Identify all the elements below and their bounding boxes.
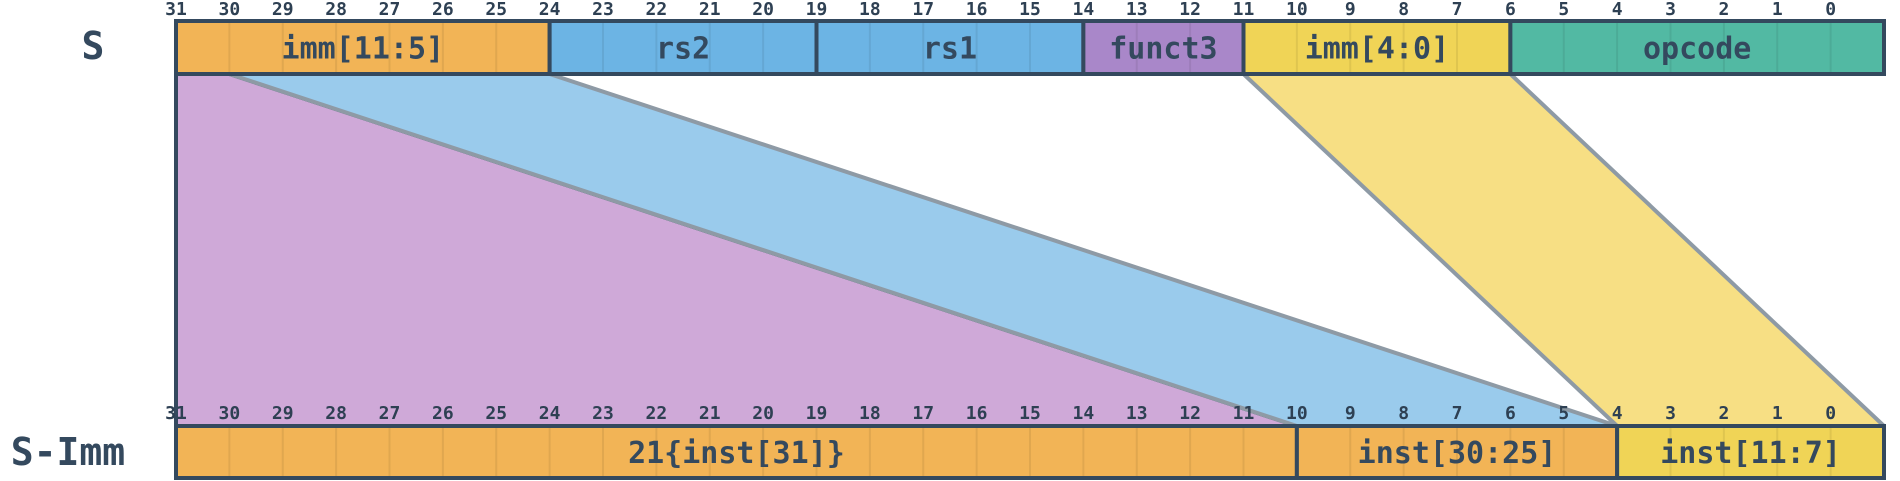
field-label-rs2: rs2 [656, 32, 710, 67]
field-rs1 [816, 21, 1084, 74]
bit-number-6: 6 [1505, 403, 1516, 424]
bit-number-29: 29 [272, 0, 294, 20]
bit-number-7: 7 [1452, 0, 1463, 20]
bit-number-19: 19 [806, 403, 828, 424]
bit-number-2: 2 [1718, 403, 1729, 424]
bit-number-30: 30 [219, 403, 241, 424]
field-inst-11-7 [1617, 426, 1884, 478]
row-label-s-imm: S-Imm [11, 430, 125, 474]
bit-number-4: 4 [1612, 403, 1623, 424]
bit-number-18: 18 [859, 403, 881, 424]
bit-number-6: 6 [1505, 0, 1516, 20]
bit-number-3: 3 [1665, 403, 1676, 424]
field-funct3 [1083, 21, 1244, 74]
bit-number-31: 31 [165, 403, 187, 424]
field-border [1508, 19, 1886, 76]
bit-number-2: 2 [1718, 0, 1729, 20]
bit-number-9: 9 [1345, 0, 1356, 20]
bit-number-18: 18 [859, 0, 881, 20]
field-label-opcode: opcode [1643, 32, 1751, 67]
bit-number-28: 28 [325, 403, 347, 424]
field-imm-4-0 [1243, 21, 1511, 74]
bit-number-27: 27 [379, 0, 401, 20]
field-border [1615, 424, 1886, 480]
bit-number-21: 21 [699, 403, 721, 424]
bit-number-15: 15 [1019, 403, 1041, 424]
bit-number-10: 10 [1286, 403, 1308, 424]
bit-number-7: 7 [1452, 403, 1463, 424]
bit-number-20: 20 [752, 403, 774, 424]
bit-number-17: 17 [912, 403, 934, 424]
bit-number-19: 19 [806, 0, 828, 20]
field-label-funct3: funct3 [1109, 32, 1217, 67]
bit-number-17: 17 [912, 0, 934, 20]
field-rs2 [549, 21, 817, 74]
bit-number-27: 27 [379, 403, 401, 424]
bit-number-12: 12 [1179, 0, 1201, 20]
bit-number-13: 13 [1126, 403, 1148, 424]
imm-11-5-band-right-edge [548, 72, 1618, 428]
bit-number-26: 26 [432, 0, 454, 20]
imm-4-0-band-left-edge [1242, 72, 1619, 428]
bit-number-9: 9 [1345, 403, 1356, 424]
sign-extension-band [176, 74, 1297, 426]
bit-number-14: 14 [1073, 0, 1095, 20]
bit-number-22: 22 [646, 0, 668, 20]
bit-number-24: 24 [539, 0, 561, 20]
field-label-imm-4-0: imm[4:0] [1305, 32, 1450, 67]
bit-number-5: 5 [1558, 403, 1569, 424]
bit-number-30: 30 [219, 0, 241, 20]
bit-number-3: 3 [1665, 0, 1676, 20]
field-label-inst-30-25: inst[30:25] [1358, 436, 1557, 471]
bit-number-14: 14 [1073, 403, 1095, 424]
field-label-imm-11-5: imm[11:5] [282, 32, 445, 67]
bit-number-0: 0 [1825, 0, 1836, 20]
mapping-bands [174, 72, 1886, 428]
bit-number-1: 1 [1772, 403, 1783, 424]
field-label-rs1: rs1 [923, 32, 977, 67]
bit-number-20: 20 [752, 0, 774, 20]
s-imm-fields: 21{inst[31]} inst[30:25] inst[11:7] [174, 424, 1886, 480]
bit-number-16: 16 [966, 0, 988, 20]
s-format-fields: imm[11:5] rs2 rs1 funct3 imm[4:0] opcode [174, 19, 1886, 76]
bit-number-10: 10 [1286, 0, 1308, 20]
bit-number-25: 25 [485, 403, 507, 424]
bit-number-26: 26 [432, 403, 454, 424]
bit-number-31: 31 [165, 0, 187, 20]
bit-number-21: 21 [699, 0, 721, 20]
bit-number-29: 29 [272, 403, 294, 424]
field-label-inst-11-7: inst[11:7] [1660, 436, 1841, 471]
bit-number-16: 16 [966, 403, 988, 424]
bit-number-28: 28 [325, 0, 347, 20]
bit-number-11: 11 [1233, 403, 1255, 424]
bit-number-15: 15 [1019, 0, 1041, 20]
bit-number-1: 1 [1772, 0, 1783, 20]
bit-number-12: 12 [1179, 403, 1201, 424]
field-21-inst-31 [176, 426, 1297, 478]
field-label-21-inst-31: 21{inst[31]} [628, 436, 845, 471]
bit-number-23: 23 [592, 403, 614, 424]
imm-11-5-band-left-edge [228, 72, 1298, 428]
bit-number-13: 13 [1126, 0, 1148, 20]
bit-number-8: 8 [1398, 0, 1409, 20]
s-imm-bit-numbers: 31 30 29 28 27 26 25 24 23 22 21 20 19 18 17 16 15 14 13 12… [165, 403, 1836, 424]
s-format-bit-numbers: 31 30 29 28 27 26 25 24 23 22 21 20 19 18 17 16 15 14 13 12… [165, 0, 1836, 20]
field-imm-11-5 [176, 21, 550, 74]
bit-number-8: 8 [1398, 403, 1409, 424]
bit-number-22: 22 [646, 403, 668, 424]
bit-number-11: 11 [1233, 0, 1255, 20]
imm-4-0-band-right-edge [1509, 72, 1886, 428]
bit-number-23: 23 [592, 0, 614, 20]
bit-number-5: 5 [1558, 0, 1569, 20]
imm-11-5-band [229, 74, 1618, 426]
row-label-s: S [82, 24, 105, 68]
bit-number-4: 4 [1612, 0, 1623, 20]
imm-4-0-band [1243, 74, 1884, 426]
bit-number-25: 25 [485, 0, 507, 20]
bit-number-0: 0 [1825, 403, 1836, 424]
bit-number-24: 24 [539, 403, 561, 424]
field-inst-30-25 [1296, 426, 1618, 478]
field-opcode [1510, 21, 1884, 74]
